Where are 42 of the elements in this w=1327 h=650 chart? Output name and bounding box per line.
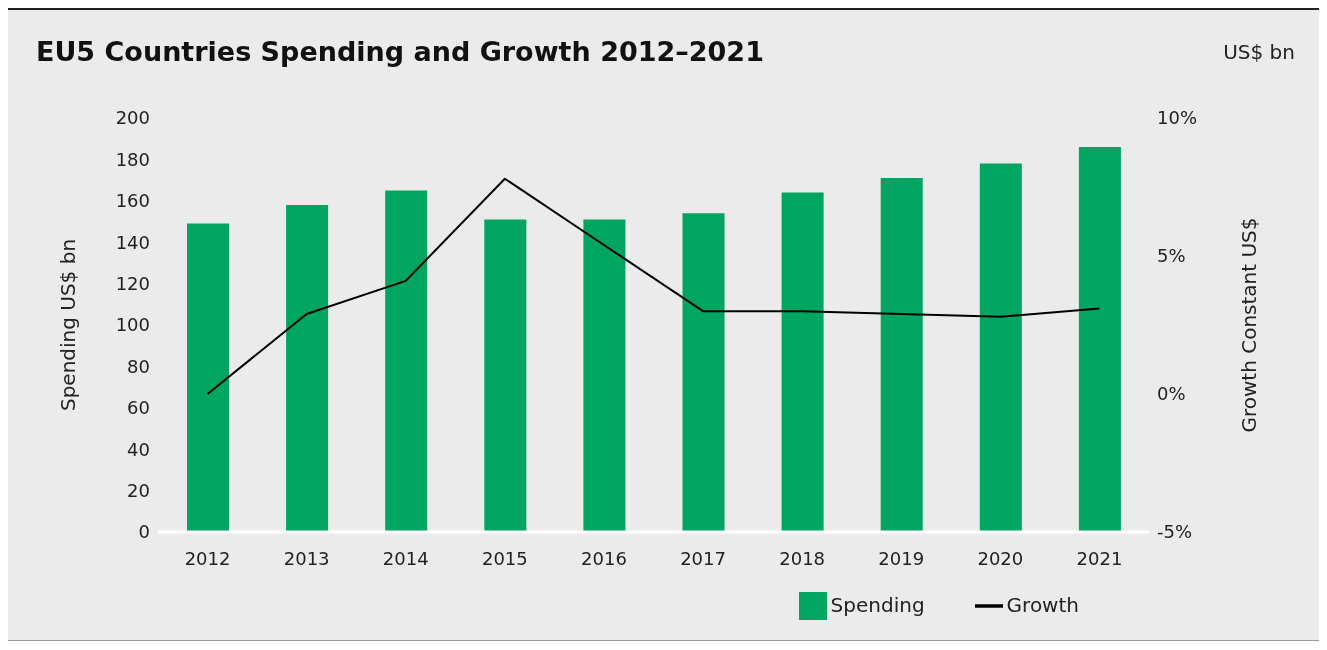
x-tick-label: 2021	[1076, 547, 1123, 569]
bar	[187, 223, 229, 532]
text: US$ bn	[1223, 40, 1295, 64]
y2-tick-label: 5%	[1157, 245, 1186, 267]
y-tick-label: 80	[127, 355, 150, 377]
x-tick-label: 2018	[779, 547, 826, 569]
y-tick-label: 0	[138, 521, 150, 543]
bar	[781, 192, 824, 532]
y2-tick-label: 0%	[1157, 383, 1186, 405]
y-tick-label: 40	[127, 438, 150, 460]
y-tick-label: 100	[115, 314, 150, 336]
x-tick-label: 2017	[680, 547, 726, 569]
y2-tick-label: -5%	[1157, 521, 1193, 543]
bar	[484, 219, 527, 532]
x-tick-label: 2019	[878, 547, 925, 569]
x-tick-label: 2020	[977, 547, 1024, 569]
bar	[385, 190, 428, 532]
bar	[979, 163, 1022, 532]
y-tick-label: 20	[127, 479, 150, 501]
legend-label: Spending	[830, 592, 925, 617]
bar	[286, 204, 329, 532]
chart-title: EU5 Countries Spending and Growth 2012–2021	[36, 36, 764, 67]
y-tick-label: 120	[115, 272, 150, 294]
y-tick-label: 200	[115, 107, 150, 129]
y-tick-label: 140	[115, 231, 150, 253]
y-tick-label: 160	[115, 190, 150, 212]
bar	[682, 213, 725, 532]
y-tick-label: 180	[115, 148, 150, 170]
x-tick-label: 2012	[184, 547, 231, 569]
x-tick-label: 2015	[481, 547, 528, 569]
y2-tick-label: 10%	[1157, 107, 1198, 129]
x-tick-label: 2014	[382, 547, 429, 569]
y2-axis-title: Growth Constant US$	[1237, 217, 1262, 433]
bar	[1078, 146, 1121, 532]
bar	[583, 219, 626, 532]
x-tick-label: 2016	[581, 547, 627, 569]
line-series	[206, 177, 1101, 395]
bar	[880, 178, 923, 532]
x-tick-label: 2013	[283, 547, 330, 569]
y-tick-label: 60	[127, 397, 150, 419]
legend-label: Growth	[1006, 592, 1079, 617]
y-axis-title: Spending US$ bn	[56, 238, 81, 412]
